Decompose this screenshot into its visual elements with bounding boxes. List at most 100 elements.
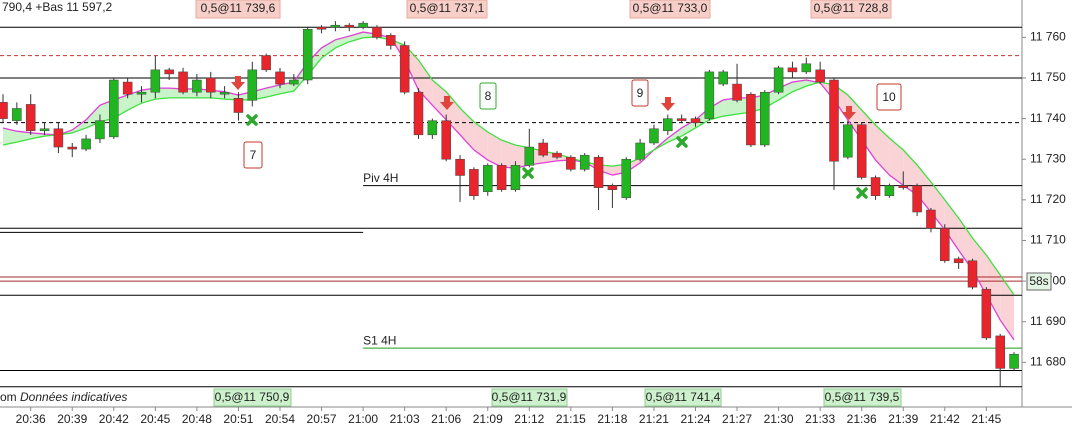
- candle-body: [496, 165, 507, 190]
- overlay-fill: [432, 80, 447, 120]
- candle-body: [663, 118, 673, 132]
- candle-body: [372, 26, 382, 38]
- y-tick-label: 11 760: [1030, 30, 1066, 44]
- x-tick-label: 21:00: [348, 412, 378, 426]
- y-tick-label: 11 720: [1030, 192, 1066, 206]
- overlay-fill: [778, 82, 793, 100]
- bottom-label: 0,5@11 741,4: [646, 390, 721, 404]
- candle-body: [926, 209, 936, 229]
- signal-box: [876, 83, 902, 111]
- candle-body: [566, 156, 576, 170]
- candle-body: [95, 120, 105, 140]
- footer-prefix: om: [0, 390, 17, 404]
- candle-body: [510, 165, 521, 190]
- x-tick-label: 20:54: [265, 412, 295, 426]
- candle-body: [302, 28, 313, 81]
- overlay-fill: [473, 121, 488, 161]
- y-tick-label: 11 740: [1030, 111, 1066, 125]
- candle-body: [233, 98, 244, 113]
- x-tick-label: 21:18: [597, 412, 627, 426]
- candle-body: [1009, 353, 1019, 369]
- overlay-fill: [792, 80, 807, 92]
- candle-body: [676, 118, 687, 121]
- candle-body: [760, 91, 770, 146]
- overlay-fill: [321, 39, 336, 59]
- x-tick-label: 20:48: [182, 412, 212, 426]
- x-tick-label: 21:24: [680, 412, 710, 426]
- signal-number: 10: [882, 90, 896, 104]
- overlay-fill: [1000, 274, 1015, 340]
- candle-body: [773, 67, 784, 93]
- candle-body: [67, 146, 77, 150]
- candle-body: [829, 79, 839, 162]
- overlay-fill: [667, 127, 682, 143]
- overlay-fill: [958, 218, 973, 271]
- candle-body: [289, 79, 299, 85]
- x-tick-label: 21:45: [971, 412, 1001, 426]
- level-label: Piv 4H: [363, 171, 398, 185]
- candle-body: [164, 69, 174, 75]
- candle-body: [53, 128, 64, 148]
- overlay-fill: [889, 138, 904, 186]
- x-tick-label: 20:45: [140, 412, 170, 426]
- overlay-fill: [944, 199, 959, 251]
- top-label: 0,5@11 737,1: [410, 1, 485, 15]
- label-box: [629, 0, 711, 19]
- candle-body: [122, 81, 133, 95]
- top-label: 0,5@11 733,0: [633, 1, 708, 15]
- candle-body: [953, 258, 964, 264]
- x-tick-label: 21:30: [764, 412, 794, 426]
- x-tick-label: 21:12: [514, 412, 544, 426]
- candle-body: [690, 118, 701, 123]
- signal-box: [479, 82, 497, 110]
- label-box: [406, 0, 488, 19]
- candle-body: [178, 71, 188, 93]
- candle-body: [455, 158, 465, 176]
- candle-body: [635, 142, 645, 160]
- signal-number: 9: [637, 86, 644, 100]
- overlay-fill: [280, 82, 294, 94]
- candle-body: [995, 335, 1005, 369]
- overlay-fill: [875, 125, 890, 176]
- candle-body: [39, 128, 50, 132]
- label-box: [644, 388, 722, 407]
- level-label: S1 4H: [363, 333, 396, 347]
- timer-box: [1026, 272, 1052, 291]
- x-tick-label: 20:36: [16, 412, 46, 426]
- candle-body: [593, 156, 604, 188]
- bottom-label: 0,5@11 731,9: [492, 390, 567, 404]
- overlay-fill: [930, 181, 945, 230]
- x-tick-label: 20:51: [223, 412, 253, 426]
- timer: 58s: [1029, 274, 1048, 288]
- overlay-fill: [861, 110, 876, 161]
- top-label: 0,5@11 739,6: [201, 1, 276, 15]
- overlay-fill: [487, 132, 502, 167]
- candle-body: [247, 69, 258, 101]
- candle-body: [206, 77, 216, 93]
- candle-body: [399, 45, 410, 93]
- y-tick-label: 11 750: [1030, 70, 1066, 84]
- x-tick-label: 21:03: [390, 412, 420, 426]
- y-tick-label: 11 730: [1030, 151, 1066, 165]
- candle-body: [81, 138, 91, 150]
- label-box: [195, 0, 281, 19]
- candle-body: [579, 154, 590, 170]
- candle-body: [552, 152, 562, 158]
- candle-body: [538, 142, 548, 156]
- x-tick-label: 21:33: [805, 412, 835, 426]
- signal-box: [243, 141, 263, 169]
- candle-body: [316, 26, 327, 30]
- x-tick-label: 20:39: [57, 412, 87, 426]
- candle-body: [884, 185, 895, 197]
- candle-body: [732, 83, 742, 101]
- candle-body: [483, 165, 493, 192]
- signal-number: 7: [250, 148, 257, 162]
- candle-body: [649, 128, 659, 144]
- bottom-label: 0,5@11 750,9: [215, 390, 290, 404]
- bottom-label: 0,5@11 739,5: [825, 390, 900, 404]
- candle-body: [109, 79, 119, 138]
- header-text: 790,4 +Bas 11 597,2: [2, 0, 113, 14]
- moving-average: [2, 36, 1015, 296]
- candle-body: [607, 185, 618, 190]
- candle-body: [0, 102, 8, 119]
